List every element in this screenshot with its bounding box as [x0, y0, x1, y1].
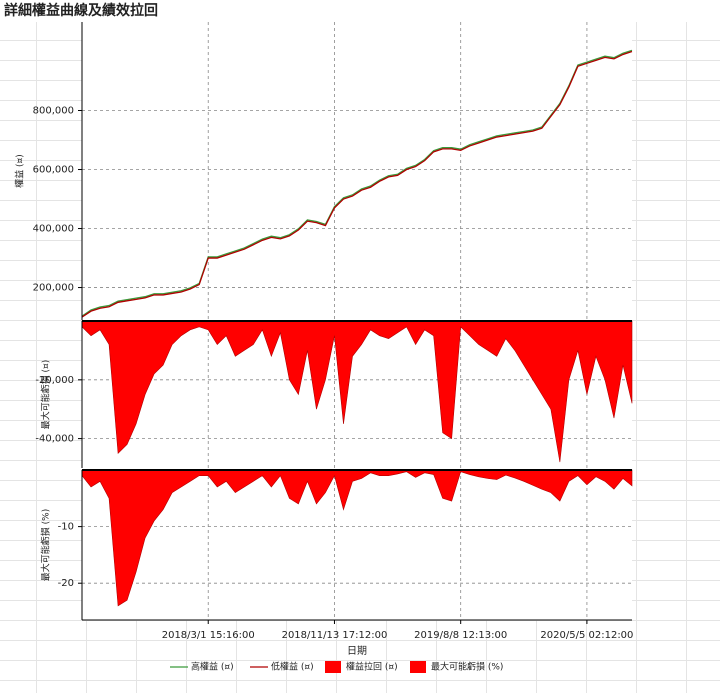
y-tick-label: 200,000 [33, 283, 74, 294]
legend-label: 高權益 (¤) [191, 661, 234, 673]
y-axis-label: 最大可能虧損 (%) [40, 509, 52, 581]
x-tick-label: 2020/5/5 02:12:00 [540, 630, 633, 641]
area-series [81, 320, 633, 463]
y-tick-label: -10 [58, 522, 74, 533]
y-axis-label: 權益 (¤) [14, 154, 26, 188]
line-series [81, 50, 633, 318]
legend-swatch [410, 661, 426, 673]
y-axis-label: 最大可能虧損 (¤) [40, 360, 52, 430]
legend-label: 權益拉回 (¤) [346, 661, 398, 673]
x-tick-label: 2018/11/13 17:12:00 [282, 630, 388, 641]
chart-title: 詳細權益曲線及績效拉回 [4, 2, 158, 19]
x-tick-label: 2019/8/8 12:13:00 [414, 630, 507, 641]
y-tick-label: -20,000 [35, 375, 74, 386]
legend-swatch [325, 661, 341, 673]
y-tick-label: -20 [58, 578, 74, 589]
y-tick-label: 400,000 [33, 224, 74, 235]
area-series [81, 469, 633, 607]
y-tick-label: 600,000 [33, 165, 74, 176]
title-bar [0, 0, 720, 22]
y-tick-label: -40,000 [35, 434, 74, 445]
legend-label: 最大可能虧損 (%) [431, 661, 503, 673]
legend-label: 低權益 (¤) [271, 661, 314, 673]
x-tick-label: 2018/3/1 15:16:00 [162, 630, 255, 641]
x-axis-label: 日期 [347, 645, 367, 657]
y-tick-label: 800,000 [33, 106, 74, 117]
line-series [81, 49, 633, 317]
